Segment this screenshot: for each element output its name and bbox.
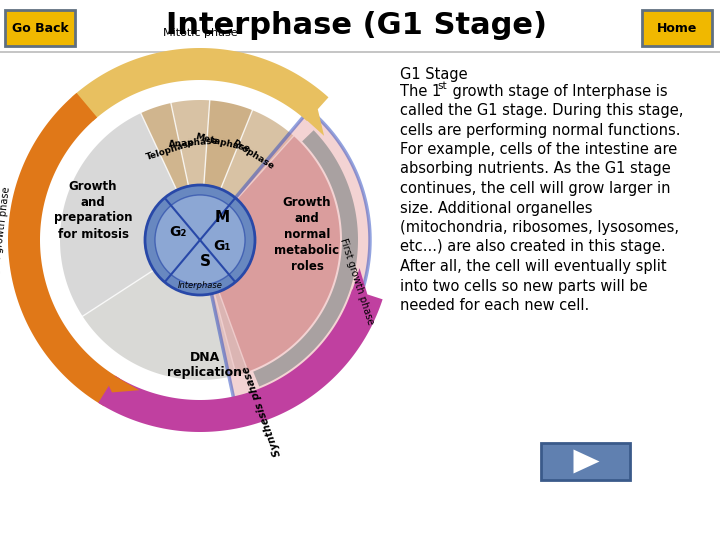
Text: Interphase (G1 Stage): Interphase (G1 Stage) [166, 11, 546, 40]
Polygon shape [346, 268, 367, 311]
Text: Growth
and
preparation
for mitosis: Growth and preparation for mitosis [54, 179, 132, 240]
Polygon shape [291, 106, 324, 136]
Text: First growth phase: First growth phase [338, 238, 375, 327]
Polygon shape [215, 136, 340, 375]
FancyBboxPatch shape [5, 10, 75, 46]
Polygon shape [204, 100, 253, 189]
Polygon shape [171, 100, 210, 186]
Text: After all, the cell will eventually split: After all, the cell will eventually spli… [400, 259, 667, 274]
Polygon shape [71, 48, 328, 121]
Polygon shape [60, 113, 176, 316]
Text: Prophase: Prophase [230, 139, 276, 172]
Text: Telophase: Telophase [145, 138, 197, 162]
Text: G1 Stage: G1 Stage [400, 67, 467, 82]
Text: M: M [215, 211, 230, 226]
Text: Anaphase: Anaphase [168, 137, 219, 150]
Text: absorbing nutrients. As the G1 stage: absorbing nutrients. As the G1 stage [400, 161, 671, 177]
FancyBboxPatch shape [541, 443, 630, 480]
Text: growth stage of Interphase is: growth stage of Interphase is [448, 84, 667, 99]
Text: cells are performing normal functions.: cells are performing normal functions. [400, 123, 680, 138]
Text: Home: Home [657, 22, 697, 35]
Text: called the G1 stage. During this stage,: called the G1 stage. During this stage, [400, 103, 683, 118]
Polygon shape [220, 110, 294, 199]
Text: into two cells so new parts will be: into two cells so new parts will be [400, 279, 647, 294]
Circle shape [155, 195, 245, 285]
Text: For example, cells of the intestine are: For example, cells of the intestine are [400, 142, 678, 157]
Text: S: S [199, 254, 210, 269]
Text: needed for each new cell.: needed for each new cell. [400, 298, 589, 313]
Polygon shape [574, 449, 600, 474]
Text: size. Additional organelles: size. Additional organelles [400, 200, 593, 215]
Text: Growth
and
normal
metabolic
roles: Growth and normal metabolic roles [274, 197, 340, 273]
Polygon shape [83, 270, 248, 380]
Polygon shape [100, 368, 139, 393]
Polygon shape [210, 110, 370, 406]
Text: (mitochondria, ribosomes, lysosomes,: (mitochondria, ribosomes, lysosomes, [400, 220, 679, 235]
FancyBboxPatch shape [642, 10, 712, 46]
Text: Go Back: Go Back [12, 22, 68, 35]
Polygon shape [8, 93, 120, 406]
Text: Mitotic phase: Mitotic phase [163, 28, 238, 38]
Text: Interphase: Interphase [178, 280, 222, 289]
Text: G₂: G₂ [169, 225, 186, 239]
Text: etc...) are also created in this stage.: etc...) are also created in this stage. [400, 240, 665, 254]
Text: st: st [437, 81, 446, 91]
Polygon shape [98, 289, 382, 432]
Text: Metaphase: Metaphase [194, 132, 251, 153]
Polygon shape [253, 130, 358, 387]
Text: G₁: G₁ [213, 239, 230, 253]
Polygon shape [141, 103, 189, 190]
Text: Second growth phase: Second growth phase [0, 186, 12, 292]
Text: DNA
replication: DNA replication [168, 351, 243, 379]
Circle shape [145, 185, 255, 295]
Text: Synthesis phase: Synthesis phase [241, 364, 283, 457]
Text: continues, the cell will grow larger in: continues, the cell will grow larger in [400, 181, 670, 196]
Text: The 1: The 1 [400, 84, 441, 99]
